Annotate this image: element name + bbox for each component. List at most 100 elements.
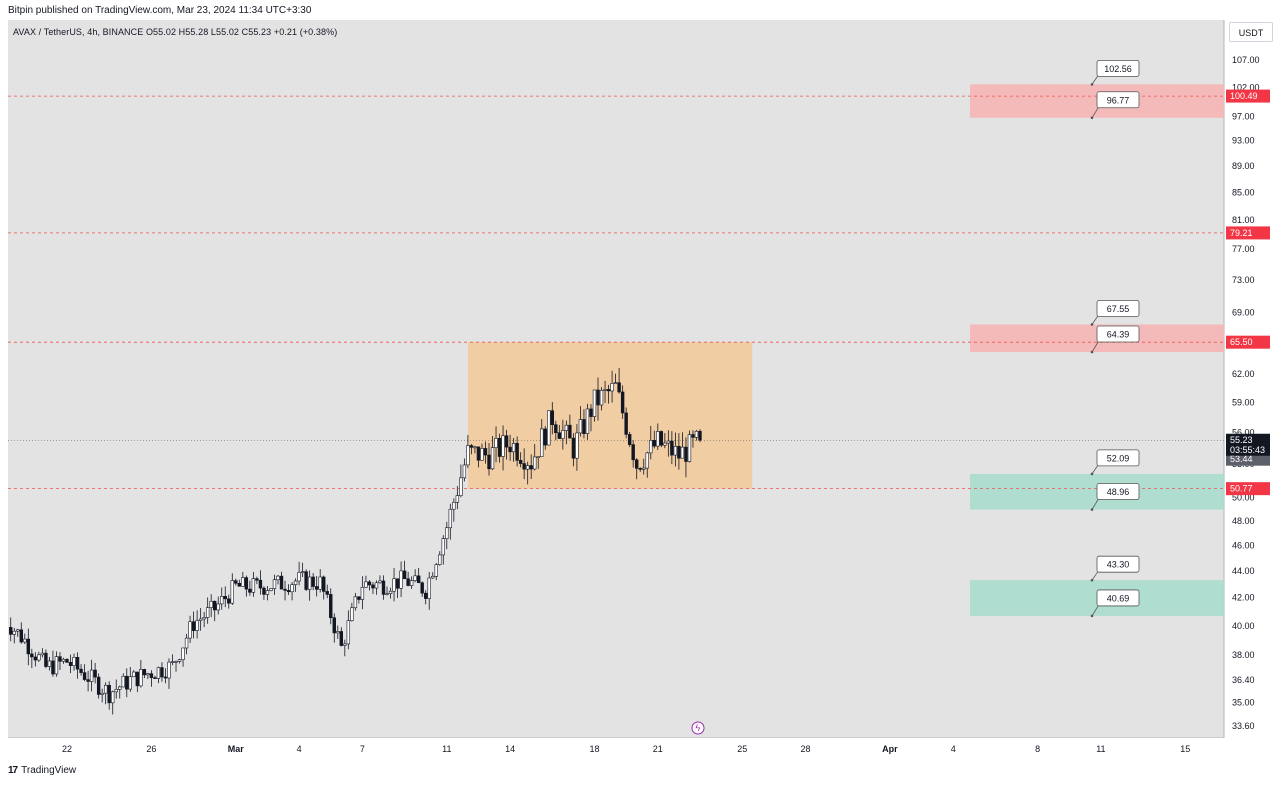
candle-body [388, 590, 393, 594]
candle [381, 575, 386, 600]
candle [191, 611, 196, 639]
candle [304, 569, 308, 592]
candle [564, 420, 569, 445]
candle [543, 426, 547, 450]
level-price-tag-bg [1226, 89, 1270, 103]
candle-body [139, 669, 143, 687]
candle-body [698, 430, 702, 441]
candle [596, 377, 600, 421]
candle-body [160, 667, 164, 678]
candle [533, 443, 537, 471]
y-tick-label: 42.00 [1232, 593, 1255, 603]
candle [592, 389, 597, 422]
footer[interactable]: 17 TradingView [8, 765, 76, 776]
candle-body [188, 621, 192, 639]
candle [255, 576, 259, 585]
candle [19, 622, 23, 644]
candle [525, 461, 530, 485]
callout-box [1096, 300, 1140, 317]
candle-body [198, 618, 203, 621]
candle-body [680, 446, 685, 459]
candle [673, 432, 678, 467]
candle-body [613, 382, 618, 385]
candle-body [459, 477, 463, 496]
candle [416, 567, 421, 584]
candle [413, 569, 417, 583]
candle-body [237, 582, 242, 587]
candle-body [511, 443, 516, 453]
chart-area[interactable]: ϟ 102.56 96.77 67.55 64.39 52.09 48.96 43.30 40.… [0, 20, 1280, 760]
candle [385, 586, 389, 596]
candle-body [469, 445, 474, 448]
candle-body [677, 445, 681, 459]
candle-body [652, 440, 656, 447]
candle [251, 571, 256, 597]
candle [58, 652, 62, 670]
candle-body [44, 652, 48, 667]
publisher-text: Bitpin published on TradingView.com, Mar… [8, 5, 312, 16]
candle [318, 569, 322, 593]
candle [480, 443, 484, 461]
y-tick-label: 81.00 [1232, 215, 1255, 225]
candle-body [634, 459, 639, 469]
candle [624, 407, 628, 439]
candle [114, 679, 118, 699]
candle [177, 658, 182, 664]
candle [371, 582, 375, 595]
candle [125, 668, 129, 698]
callout-box [1096, 589, 1140, 607]
candle [329, 588, 333, 625]
candle-body [149, 673, 154, 678]
candle [659, 430, 664, 448]
candle [518, 452, 523, 468]
candle-body [490, 447, 495, 470]
candle-body [216, 603, 220, 611]
candle [111, 690, 115, 715]
candle [269, 588, 273, 592]
candle-body [111, 691, 115, 704]
candle-body [9, 627, 13, 635]
candle [184, 633, 189, 655]
candle-body [540, 428, 544, 457]
candle [694, 429, 699, 441]
callout-anchor [1090, 614, 1094, 618]
candle-body [525, 465, 530, 470]
candle [202, 611, 206, 628]
candle-body [184, 637, 189, 649]
candle [378, 575, 382, 584]
candle [279, 571, 284, 590]
candle-body [599, 389, 604, 406]
candle [216, 596, 220, 615]
zone-callout: 43.30 [1090, 555, 1140, 582]
candle [522, 448, 526, 480]
candle-body [191, 621, 196, 631]
candle-body [118, 686, 122, 690]
candle-body [75, 657, 80, 670]
candle-body [16, 629, 20, 632]
candle [300, 562, 305, 578]
level-price-tag-bg [1226, 482, 1270, 496]
candle-body [276, 575, 280, 581]
candle [589, 404, 593, 432]
last-price-tag-bg [1226, 452, 1270, 466]
zone-callout: 48.96 [1090, 483, 1140, 511]
candle [343, 639, 347, 657]
candle-body [346, 620, 351, 645]
x-tick-label: 25 [737, 744, 747, 754]
candle [286, 584, 291, 596]
candle [51, 650, 55, 677]
candle [409, 576, 414, 590]
candle-body [659, 431, 664, 446]
candle-body [406, 578, 410, 586]
candle [656, 423, 660, 450]
candle [487, 442, 491, 476]
candle-body [269, 588, 273, 591]
candle [599, 387, 604, 411]
symbol-info[interactable]: AVAX / TetherUS, 4h, BINANCE O55.02 H55.… [13, 27, 338, 37]
currency-button[interactable]: USDT [1229, 22, 1273, 42]
candle-body [132, 671, 136, 678]
candle-body [350, 607, 354, 621]
candle-body [673, 445, 678, 456]
candle [339, 627, 343, 647]
candle [438, 551, 442, 566]
